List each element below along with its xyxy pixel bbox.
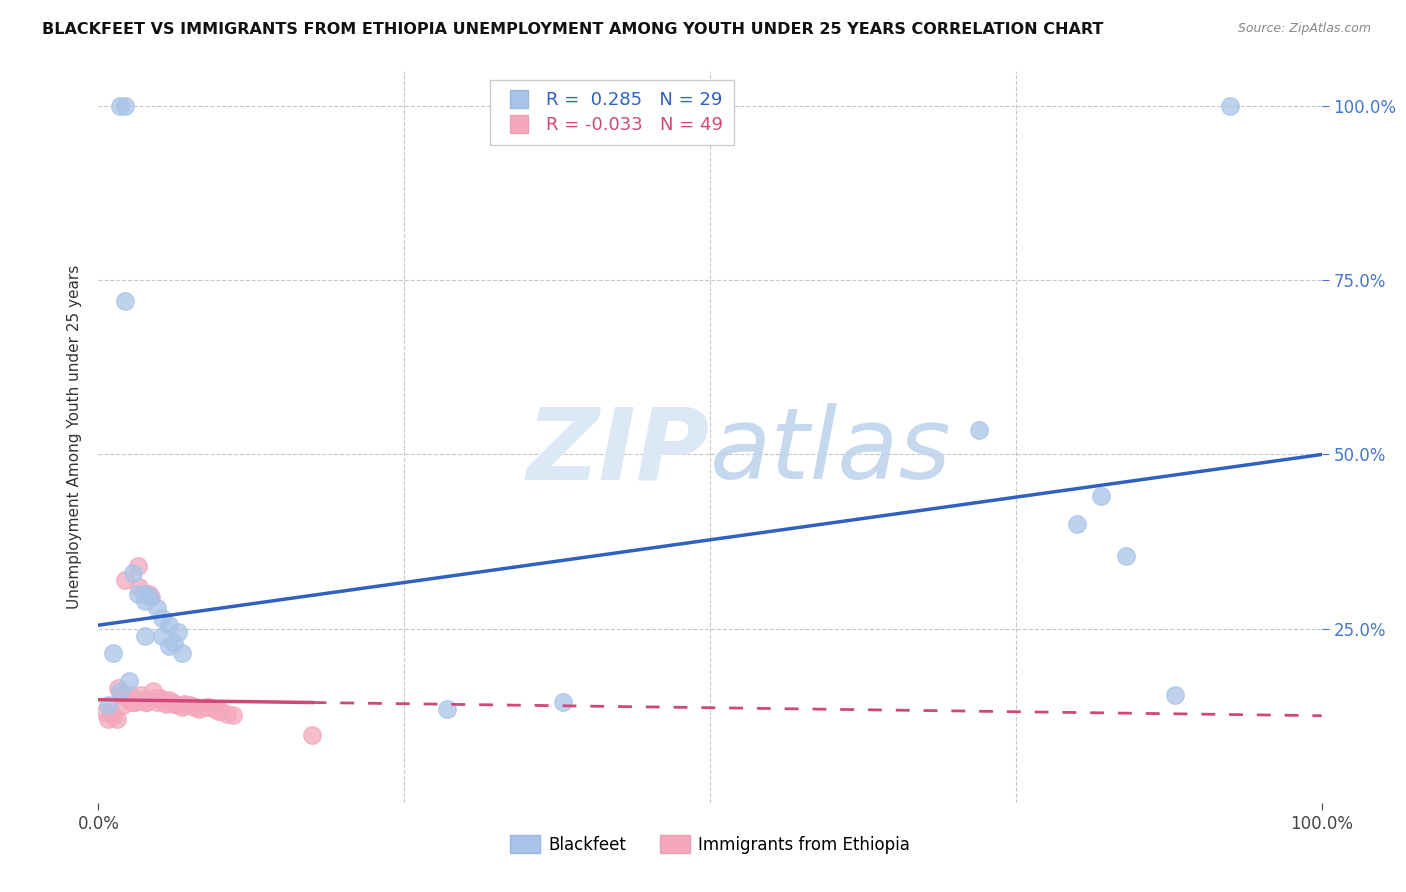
- Point: [146, 600, 169, 615]
- Point: [197, 699, 219, 714]
- Text: ZIP: ZIP: [527, 403, 710, 500]
- Point: [157, 639, 180, 653]
- Point: [209, 704, 232, 718]
- Point: [121, 695, 143, 709]
- Point: [179, 698, 201, 713]
- Point: [160, 695, 183, 709]
- Point: [222, 708, 245, 723]
- Point: [176, 698, 198, 713]
- Point: [167, 698, 190, 713]
- Point: [134, 629, 156, 643]
- Point: [120, 688, 142, 702]
- Point: [139, 591, 162, 605]
- Y-axis label: Unemployment Among Youth under 25 years: Unemployment Among Youth under 25 years: [67, 265, 83, 609]
- Point: [173, 697, 195, 711]
- Point: [124, 695, 146, 709]
- Point: [143, 691, 166, 706]
- Point: [134, 594, 156, 608]
- Point: [1090, 489, 1112, 503]
- Point: [146, 695, 169, 709]
- Point: [120, 695, 142, 709]
- Point: [170, 646, 193, 660]
- Point: [93, 705, 115, 719]
- Point: [139, 591, 162, 605]
- Point: [111, 698, 134, 713]
- Point: [129, 688, 152, 702]
- Point: [153, 695, 176, 709]
- Point: [110, 688, 132, 702]
- Point: [105, 712, 128, 726]
- Point: [114, 573, 136, 587]
- Point: [114, 294, 136, 309]
- Point: [110, 99, 132, 113]
- Point: [138, 587, 160, 601]
- Point: [134, 695, 156, 709]
- Point: [187, 702, 209, 716]
- Point: [150, 629, 173, 643]
- Point: [1219, 99, 1241, 113]
- Point: [301, 727, 323, 741]
- Point: [110, 684, 132, 698]
- Point: [127, 587, 149, 601]
- Point: [1115, 549, 1137, 563]
- Point: [157, 692, 180, 706]
- Point: [150, 611, 173, 625]
- Legend: Blackfeet, Immigrants from Ethiopia: Blackfeet, Immigrants from Ethiopia: [503, 829, 917, 860]
- Point: [215, 706, 238, 721]
- Point: [150, 692, 173, 706]
- Point: [167, 625, 190, 640]
- Point: [163, 635, 186, 649]
- Point: [127, 558, 149, 573]
- Point: [163, 697, 186, 711]
- Point: [436, 702, 458, 716]
- Point: [967, 423, 990, 437]
- Text: Source: ZipAtlas.com: Source: ZipAtlas.com: [1237, 22, 1371, 36]
- Point: [170, 699, 193, 714]
- Point: [195, 699, 218, 714]
- Point: [100, 705, 122, 719]
- Point: [149, 691, 172, 706]
- Point: [131, 692, 153, 706]
- Text: BLACKFEET VS IMMIGRANTS FROM ETHIOPIA UNEMPLOYMENT AMONG YOUTH UNDER 25 YEARS CO: BLACKFEET VS IMMIGRANTS FROM ETHIOPIA UN…: [42, 22, 1104, 37]
- Point: [186, 699, 208, 714]
- Point: [1164, 688, 1187, 702]
- Point: [115, 691, 138, 706]
- Point: [97, 712, 120, 726]
- Point: [183, 699, 205, 714]
- Point: [134, 587, 156, 601]
- Text: atlas: atlas: [710, 403, 952, 500]
- Point: [204, 702, 226, 716]
- Point: [157, 618, 180, 632]
- Point: [142, 684, 165, 698]
- Point: [207, 704, 229, 718]
- Point: [101, 646, 124, 660]
- Point: [118, 673, 141, 688]
- Point: [118, 692, 141, 706]
- Point: [101, 708, 124, 723]
- Point: [155, 697, 177, 711]
- Point: [128, 580, 150, 594]
- Point: [136, 695, 159, 709]
- Point: [553, 695, 575, 709]
- Point: [121, 566, 143, 580]
- Point: [114, 99, 136, 113]
- Point: [1066, 517, 1088, 532]
- Point: [97, 698, 120, 713]
- Point: [107, 681, 129, 695]
